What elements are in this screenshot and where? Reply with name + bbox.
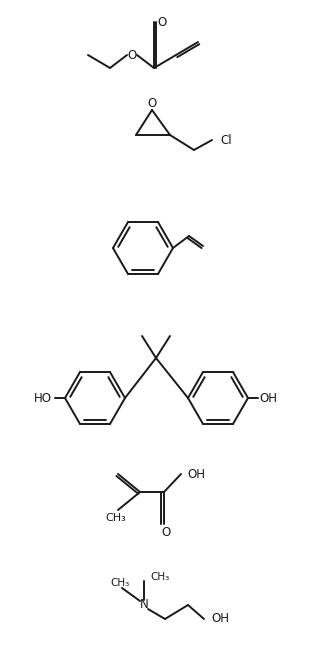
Text: HO: HO bbox=[34, 392, 52, 404]
Text: O: O bbox=[162, 525, 171, 539]
Text: CH₃: CH₃ bbox=[105, 513, 126, 523]
Text: CH₃: CH₃ bbox=[110, 578, 130, 588]
Text: N: N bbox=[140, 598, 148, 612]
Text: OH: OH bbox=[259, 392, 277, 404]
Text: OH: OH bbox=[187, 467, 205, 481]
Text: O: O bbox=[147, 96, 156, 110]
Text: O: O bbox=[127, 49, 137, 61]
Text: O: O bbox=[157, 15, 167, 29]
Text: OH: OH bbox=[211, 612, 229, 626]
Text: Cl: Cl bbox=[220, 134, 232, 146]
Text: CH₃: CH₃ bbox=[150, 572, 170, 582]
